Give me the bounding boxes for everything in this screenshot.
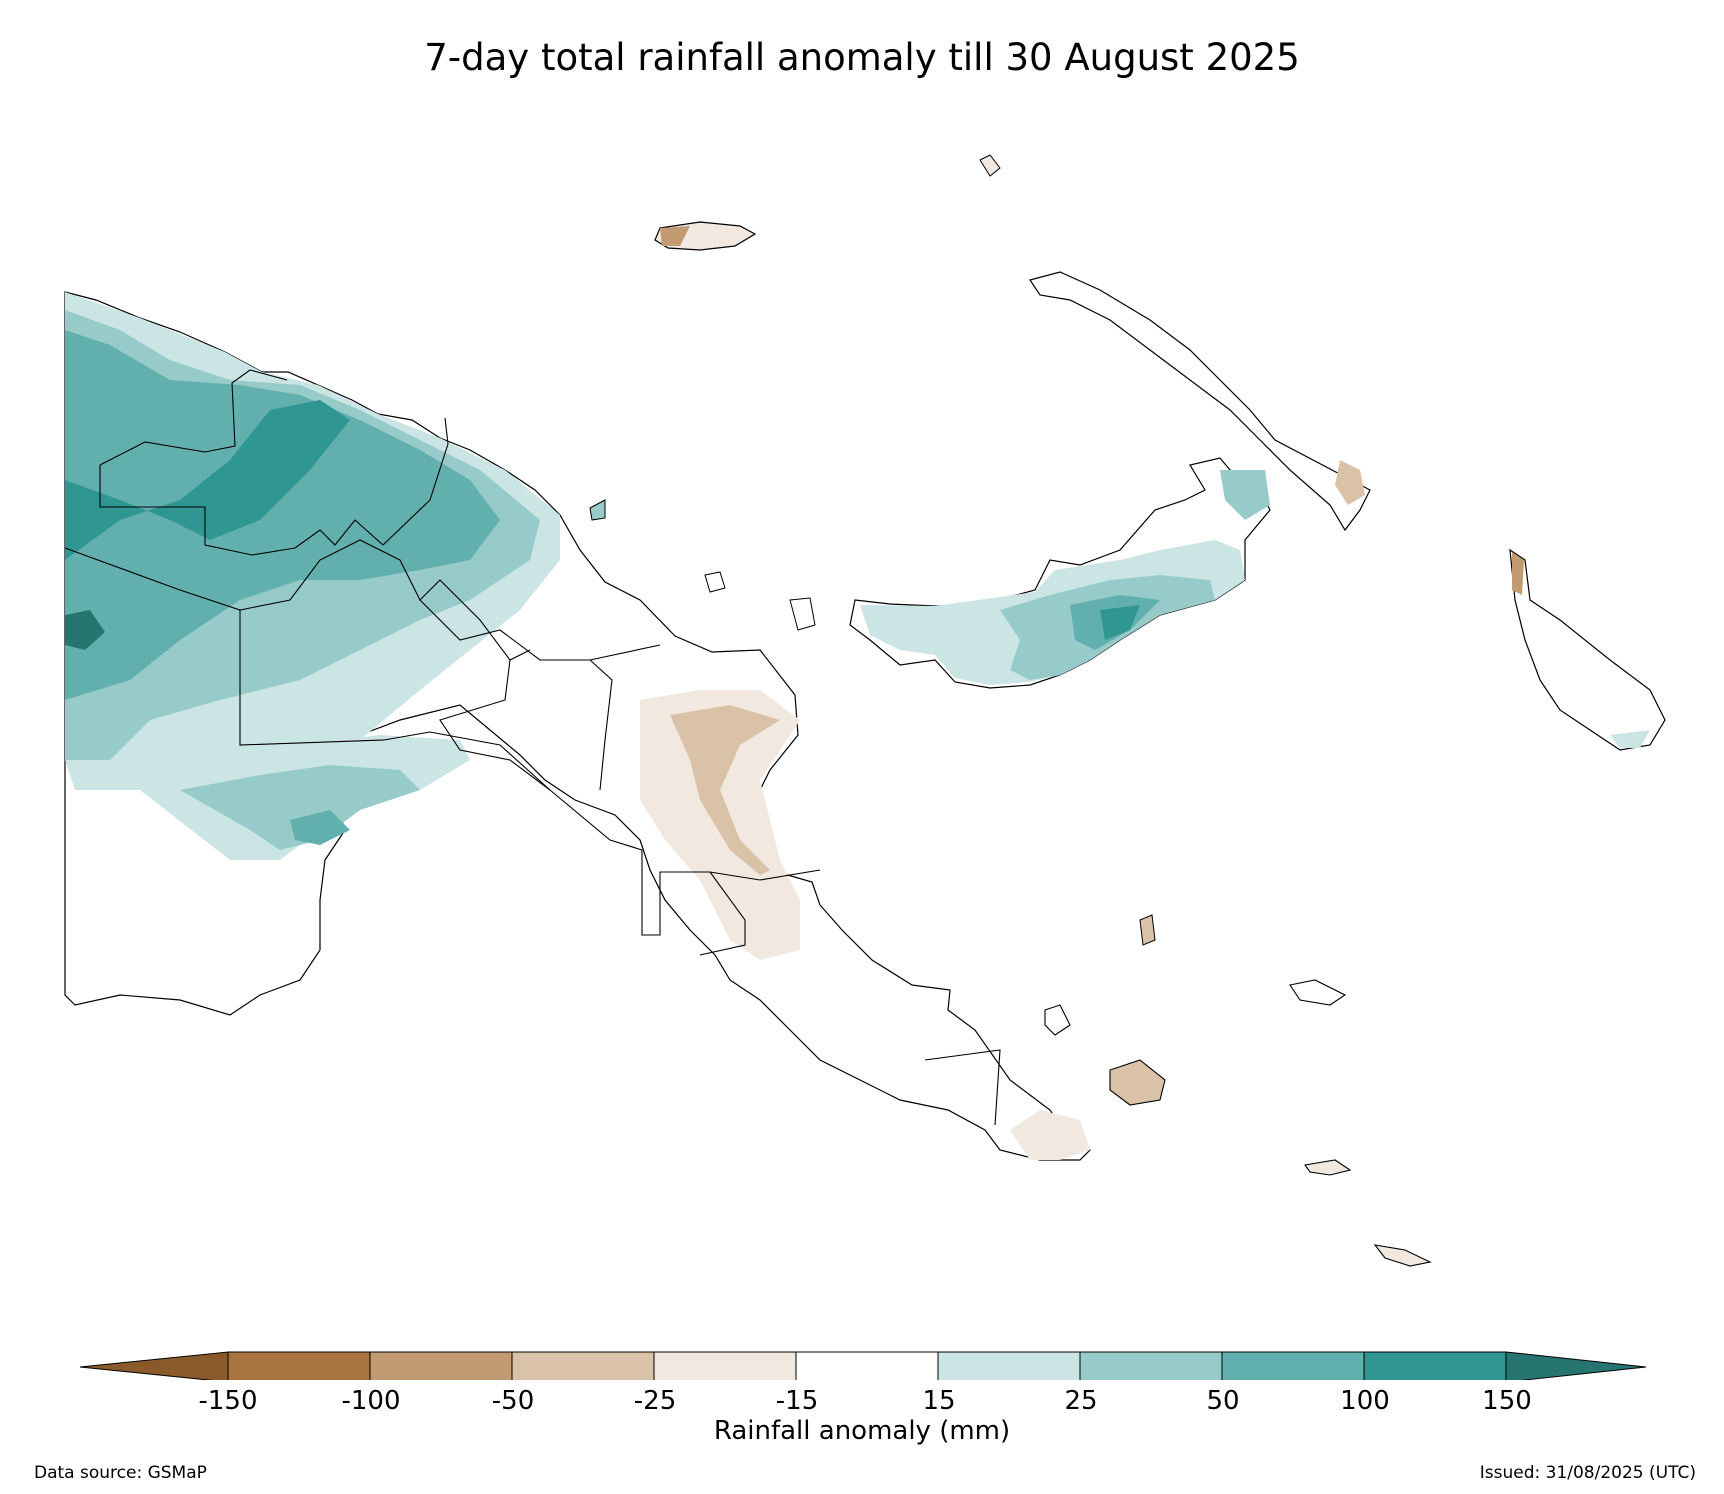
anomaly-100-150-new-britain [1100, 605, 1140, 640]
colorbar-segment [369, 1351, 513, 1380]
anomaly-minus50-bougainville [1512, 552, 1524, 595]
colorbar-segment [1221, 1351, 1365, 1380]
trobriand-island [1289, 979, 1347, 1006]
data-source: Data source: GSMaP [34, 1463, 207, 1483]
colorbar-extend-high [1505, 1351, 1647, 1380]
anomaly-25-50-south [180, 765, 420, 850]
small-island-3 [704, 571, 726, 593]
bougainville [1509, 548, 1666, 751]
tick-label: 15 [922, 1386, 956, 1416]
anomaly-15-25-bougainville [1610, 730, 1650, 748]
anomaly-50-100-west [65, 330, 500, 700]
colorbar-segment [653, 1351, 797, 1380]
tick-label: -150 [198, 1386, 258, 1416]
tick-label: -100 [341, 1386, 401, 1416]
small-island-4 [789, 597, 816, 631]
colorbar-segment [227, 1351, 371, 1380]
anomaly-150plus-west [65, 610, 105, 650]
tick-label: 150 [1482, 1386, 1532, 1416]
colorbar-segment [511, 1351, 655, 1380]
colorbar-segment [1363, 1351, 1507, 1380]
tick-label: -15 [775, 1386, 819, 1416]
goodenough-island [1044, 1004, 1071, 1036]
small-island-2 [589, 499, 606, 521]
map-title: 7-day total rainfall anomaly till 30 Aug… [424, 36, 1300, 79]
anomaly-100-150-west [65, 400, 350, 560]
tick-label: 25 [1064, 1386, 1098, 1416]
anomaly-minus50-minus25-central [670, 705, 780, 875]
anomaly-25-50-gazelle [1220, 470, 1270, 520]
colorbar-extend-low [80, 1351, 229, 1380]
colorbar-segments [80, 1351, 1647, 1380]
colorbar-segment [937, 1351, 1081, 1380]
small-island-5 [1139, 914, 1156, 946]
colorbar-segment [795, 1351, 939, 1380]
small-island-1 [979, 154, 1001, 177]
tick-label: -25 [633, 1386, 677, 1416]
anomaly-minus50-minus25-new-ireland [1335, 460, 1365, 505]
colorbar-title: Rainfall anomaly (mm) [713, 1416, 1011, 1446]
issued-date: Issued: 31/08/2025 (UTC) [1479, 1463, 1696, 1483]
tick-label: -50 [491, 1386, 535, 1416]
colorbar [80, 1351, 1647, 1380]
tick-label: 100 [1340, 1386, 1390, 1416]
rossel-island [1373, 1244, 1432, 1267]
province-boundaries [64, 369, 1001, 1126]
anomaly-minus50-manus [660, 226, 690, 246]
fergusson-island [1109, 1059, 1166, 1106]
woodlark-island [1304, 1159, 1352, 1176]
tick-label: 50 [1206, 1386, 1240, 1416]
rainfall-anomaly-map [64, 154, 1666, 1267]
anomaly-50-100-south [290, 810, 350, 845]
colorbar-segment [1079, 1351, 1223, 1380]
anomaly-minus25-minus15-southeast [1010, 1110, 1090, 1160]
new-ireland [1029, 271, 1371, 532]
